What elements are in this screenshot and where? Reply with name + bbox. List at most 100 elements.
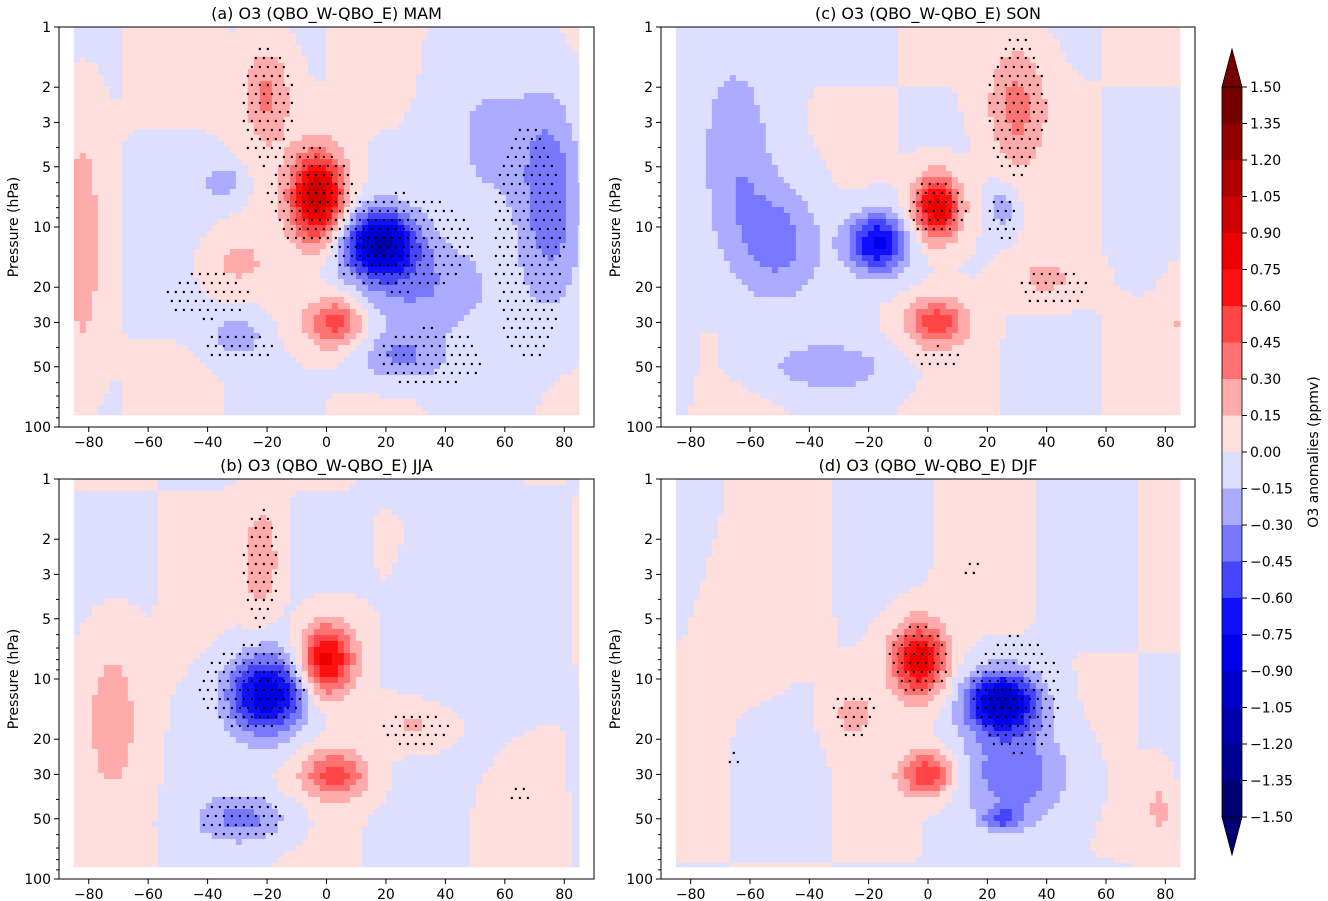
field-cell xyxy=(338,291,344,297)
field-cell xyxy=(404,27,410,33)
field-cell xyxy=(326,339,332,345)
field-cell xyxy=(476,357,482,363)
field-cell xyxy=(314,309,320,315)
field-cell xyxy=(344,177,350,183)
field-cell xyxy=(128,93,134,99)
field-cell xyxy=(344,33,350,39)
field-cell xyxy=(548,27,554,33)
field-cell xyxy=(356,57,362,63)
field-cell xyxy=(296,303,302,309)
field-cell xyxy=(212,315,218,321)
field-cell xyxy=(446,339,452,345)
field-cell xyxy=(86,153,92,159)
field-cell xyxy=(218,213,224,219)
field-cell xyxy=(134,153,140,159)
field-cell xyxy=(542,63,548,69)
field-cell xyxy=(194,123,200,129)
field-cell xyxy=(296,75,302,81)
field-cell xyxy=(242,33,248,39)
field-cell xyxy=(422,81,428,87)
field-cell xyxy=(152,213,158,219)
field-cell xyxy=(302,63,308,69)
field-cell xyxy=(332,243,338,249)
field-cell xyxy=(554,51,560,57)
field-cell xyxy=(122,201,128,207)
field-cell xyxy=(458,261,464,267)
field-cell xyxy=(152,321,158,327)
field-cell xyxy=(410,165,416,171)
field-cell xyxy=(446,27,452,33)
field-cell xyxy=(272,141,278,147)
field-cell xyxy=(350,321,356,327)
field-cell xyxy=(356,39,362,45)
field-cell xyxy=(362,33,368,39)
field-cell xyxy=(560,129,566,135)
field-cell xyxy=(404,177,410,183)
field-cell xyxy=(566,75,572,81)
field-cell xyxy=(440,195,446,201)
field-cell xyxy=(524,63,530,69)
field-cell xyxy=(206,375,212,381)
field-cell xyxy=(98,93,104,99)
field-cell xyxy=(488,159,494,165)
field-cell xyxy=(116,279,122,285)
field-cell xyxy=(446,33,452,39)
field-cell xyxy=(284,333,290,339)
field-cell xyxy=(386,327,392,333)
field-cell xyxy=(128,177,134,183)
field-cell xyxy=(218,303,224,309)
field-cell xyxy=(110,303,116,309)
field-cell xyxy=(140,279,146,285)
field-cell xyxy=(428,375,434,381)
field-cell xyxy=(134,261,140,267)
field-cell xyxy=(98,267,104,273)
field-cell xyxy=(302,363,308,369)
field-cell xyxy=(386,39,392,45)
field-cell xyxy=(206,285,212,291)
field-cell xyxy=(188,243,194,249)
field-cell xyxy=(434,177,440,183)
field-cell xyxy=(224,39,230,45)
field-cell xyxy=(434,207,440,213)
field-cell xyxy=(266,285,272,291)
field-cell xyxy=(314,45,320,51)
field-cell xyxy=(116,243,122,249)
field-cell xyxy=(560,333,566,339)
field-cell xyxy=(458,357,464,363)
field-cell xyxy=(518,123,524,129)
field-cell xyxy=(356,45,362,51)
field-cell xyxy=(404,135,410,141)
field-cell xyxy=(272,69,278,75)
field-cell xyxy=(548,147,554,153)
field-cell xyxy=(170,165,176,171)
field-cell xyxy=(296,357,302,363)
field-cell xyxy=(374,231,380,237)
field-cell xyxy=(74,369,80,375)
field-cell xyxy=(152,291,158,297)
field-cell xyxy=(236,93,242,99)
field-cell xyxy=(134,351,140,357)
field-cell xyxy=(494,135,500,141)
field-cell xyxy=(506,27,512,33)
field-cell xyxy=(320,129,326,135)
field-cell xyxy=(200,189,206,195)
field-cell xyxy=(98,57,104,63)
field-cell xyxy=(110,375,116,381)
field-cell xyxy=(272,213,278,219)
field-cell xyxy=(368,117,374,123)
field-cell xyxy=(242,369,248,375)
field-cell xyxy=(410,285,416,291)
field-cell xyxy=(92,291,98,297)
field-cell xyxy=(566,369,572,375)
field-cell xyxy=(338,249,344,255)
field-cell xyxy=(542,99,548,105)
field-cell xyxy=(242,105,248,111)
field-cell xyxy=(260,225,266,231)
field-cell xyxy=(128,249,134,255)
field-cell xyxy=(446,189,452,195)
field-cell xyxy=(206,207,212,213)
field-cell xyxy=(74,291,80,297)
field-cell xyxy=(116,207,122,213)
field-cell xyxy=(410,141,416,147)
field-cell xyxy=(152,63,158,69)
